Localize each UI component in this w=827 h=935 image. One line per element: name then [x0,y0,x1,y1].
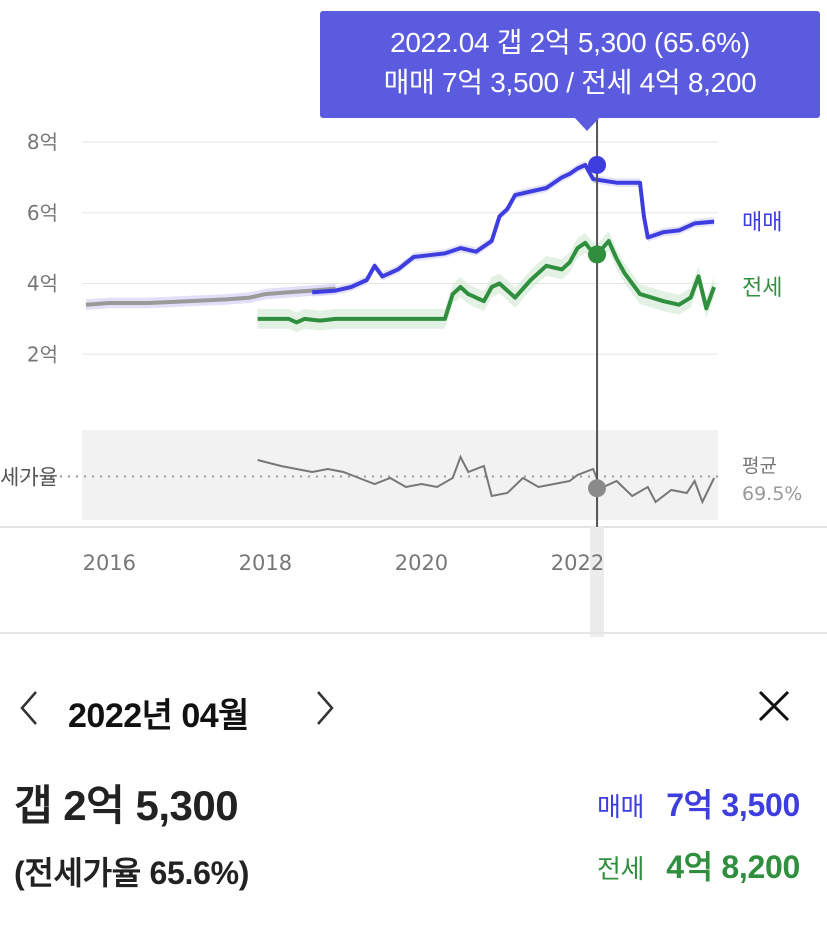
series-line-jeonse [257,239,716,325]
selected-sale-point [588,155,607,174]
selected-month: 2022년 04월 [68,697,249,735]
ratio-band-bg [82,430,718,520]
x-tick-label: 2016 [83,551,136,575]
sale-price-row: 매매 7억 3,500 [597,780,800,826]
series-line-sale [312,163,715,295]
jeonse-label: 전세 [596,854,645,884]
panel-divider [0,632,827,634]
chevron-left-icon[interactable] [14,686,46,730]
tooltip-arrow [574,117,600,131]
close-icon[interactable] [752,684,796,728]
ratio-band [82,430,718,520]
sale-label: 매매 [596,792,645,822]
series-lines [12,163,718,505]
series-line-pre-sale [85,286,336,307]
tooltip-line2: 매매 7억 3,500 / 전세 4억 8,200 [383,67,757,98]
grid [0,141,827,528]
range-areas [85,160,715,333]
selected-markers [588,118,607,637]
series-line-ratio [257,454,715,505]
y-tick-label: 8억 [27,130,58,154]
x-tick-label: 2018 [239,551,292,575]
ratio-band-label: 세가율 [0,466,58,490]
chevron-right-icon[interactable] [308,686,340,730]
gap-amount: 갭 2억 5,300 [14,782,239,829]
tooltip-line1: 2022.04 갭 2억 5,300 (65.6%) [390,27,750,58]
jeonse-ratio: (전세가율 65.6%) [14,855,250,891]
sale-range-area [312,160,715,297]
y-tick-label: 6억 [27,201,58,225]
ratio-avg-value: 69.5% [742,483,802,505]
x-tick-label: 2022 [551,551,604,575]
month-navigator: 2022년 04월 [0,680,827,740]
ratio-avg-label: 평균 [742,455,777,477]
series-label-sale: 매매 [742,211,782,236]
jeonse-price-row: 전세 4억 8,200 [597,842,800,888]
y-tick-label: 4억 [27,272,58,296]
chart-tooltip: 2022.04 갭 2억 5,300 (65.6%) 매매 7억 3,500 /… [320,11,820,118]
selected-jeonse-point [588,245,607,264]
sale-value: 7억 3,500 [666,787,800,823]
y-tick-label: 2억 [27,342,58,366]
x-tick-label: 2020 [395,551,448,575]
selected-x-highlight [590,527,605,637]
series-label-jeonse: 전세 [742,276,782,301]
selected-ratio-point [588,479,607,498]
pre-sale-range-area [85,283,336,310]
jeonse-value: 4억 8,200 [666,849,800,885]
